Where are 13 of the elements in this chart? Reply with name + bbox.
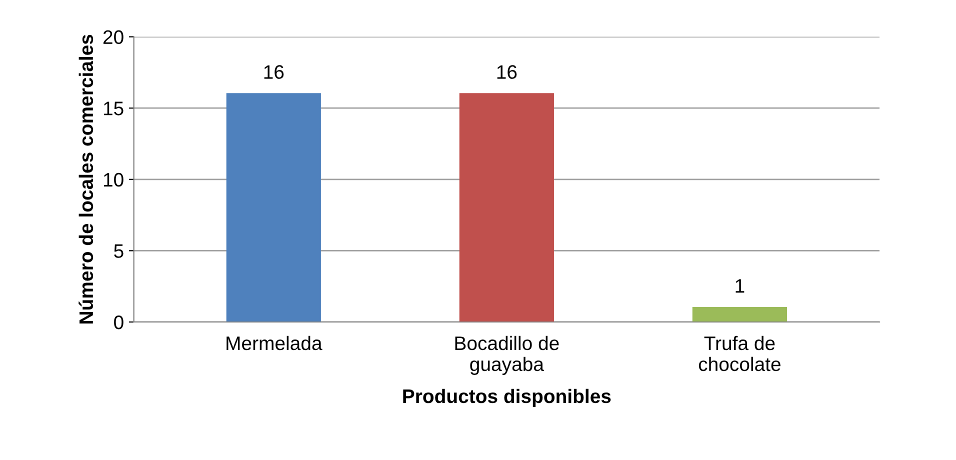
y-tick-label: 0 — [114, 315, 124, 330]
x-axis-title: Productos disponibles — [403, 388, 611, 407]
y-axis-title: Número de locales comerciales — [78, 34, 94, 324]
y-tick-label: 10 — [104, 172, 124, 187]
data-label: 16 — [264, 65, 284, 79]
x-tick-label: Trufa de chocolate — [698, 336, 780, 372]
y-tick-label: 5 — [114, 244, 124, 258]
data-label: 16 — [497, 65, 517, 79]
y-tick-label: 15 — [104, 102, 124, 116]
data-label: 1 — [736, 279, 744, 293]
x-tick-label: Bocadillo de guayaba — [455, 336, 559, 375]
y-tick-label: 20 — [103, 30, 124, 44]
x-tick-label: Mermelada — [226, 336, 322, 350]
